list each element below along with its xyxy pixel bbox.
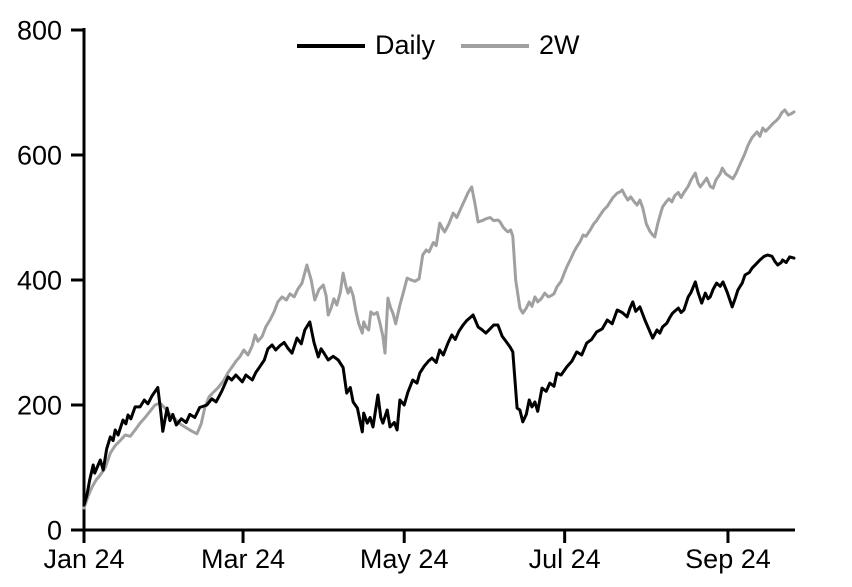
legend-label-2w: 2W xyxy=(539,30,580,60)
y-tick-label: 400 xyxy=(17,265,62,295)
x-tick-label: Mar 24 xyxy=(201,544,285,574)
series-line-2w xyxy=(82,108,796,510)
y-tick-label: 200 xyxy=(17,390,62,420)
legend-line-2w xyxy=(461,43,530,48)
chart-legend: Daily 2W xyxy=(297,32,580,59)
x-tick-label: Jan 24 xyxy=(43,544,124,574)
y-tick-label: 0 xyxy=(47,515,62,545)
series-line-daily xyxy=(82,253,796,507)
y-tick-label: 800 xyxy=(17,15,62,45)
legend-label-daily: Daily xyxy=(375,30,436,60)
x-tick-label: May 24 xyxy=(360,544,449,574)
x-tick-label: Sep 24 xyxy=(685,544,771,574)
x-tick-label: Jul 24 xyxy=(529,544,601,574)
legend-line-daily xyxy=(297,43,365,48)
y-tick-label: 600 xyxy=(17,140,62,170)
